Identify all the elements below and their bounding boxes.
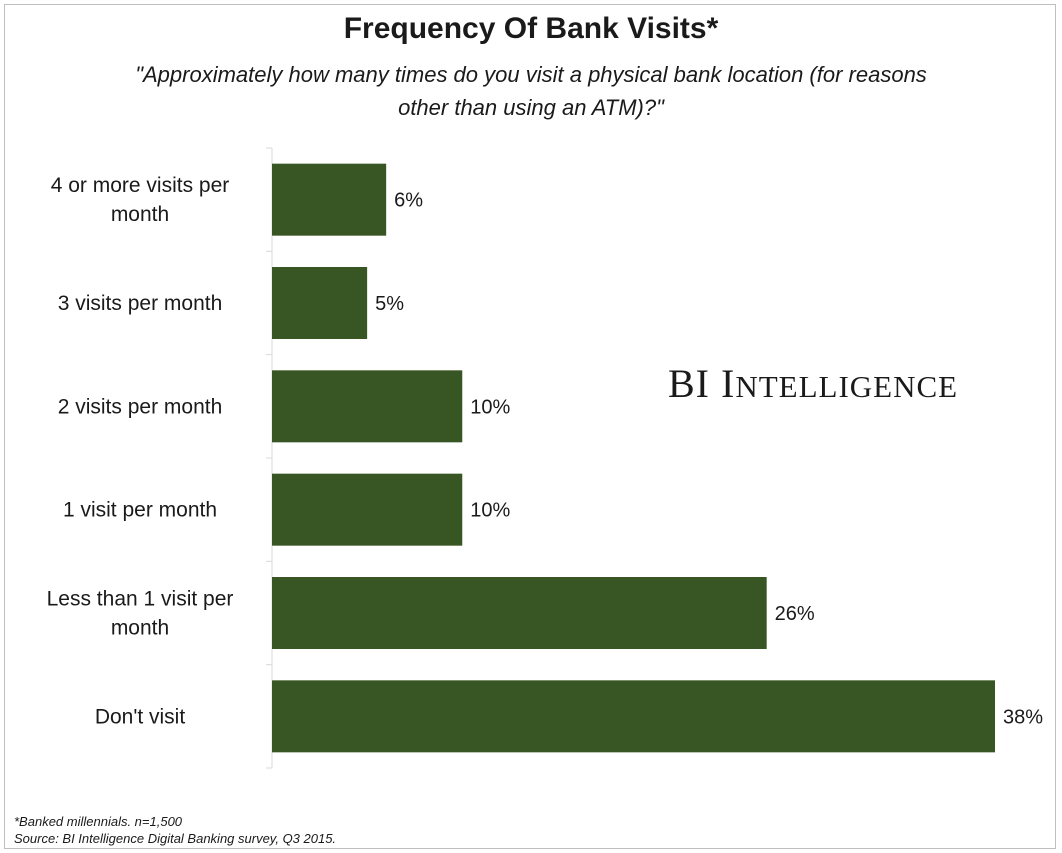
category-label: 3 visits per month [58, 292, 223, 315]
bar-value-label: 10% [470, 396, 510, 418]
footnote-sample: *Banked millennials. n=1,500 [14, 814, 183, 829]
chart-subtitle: "Approximately how many times do you vis… [135, 62, 927, 120]
logo-initial: I [721, 361, 736, 406]
footnote-source: Source: BI Intelligence Digital Banking … [14, 831, 337, 846]
bar [272, 577, 767, 649]
bar [272, 163, 387, 236]
bar-value-label: 26% [775, 603, 815, 625]
category-label: Less than 1 visit per month [47, 588, 234, 640]
bar-value-label: 6% [394, 190, 423, 212]
category-label: 1 visit per month [63, 499, 217, 522]
bi-intelligence-logo: BI INTELLIGENCE [668, 360, 958, 407]
category-label: 4 or more visits per month [51, 174, 230, 226]
bar [272, 680, 995, 753]
bar [272, 370, 463, 443]
chart-frame [4, 4, 1056, 849]
logo-rest: NTELLIGENCE [735, 369, 959, 404]
chart-title: Frequency Of Bank Visits* [343, 12, 719, 45]
bar-value-label: 38% [1003, 706, 1043, 728]
bar [272, 473, 463, 546]
category-label: 2 visits per month [58, 395, 223, 418]
bar [272, 267, 368, 339]
bar-value-label: 5% [375, 293, 404, 315]
bar-value-label: 10% [470, 500, 510, 522]
category-label: Don't visit [95, 705, 186, 728]
logo-word-bi: BI [668, 361, 721, 406]
